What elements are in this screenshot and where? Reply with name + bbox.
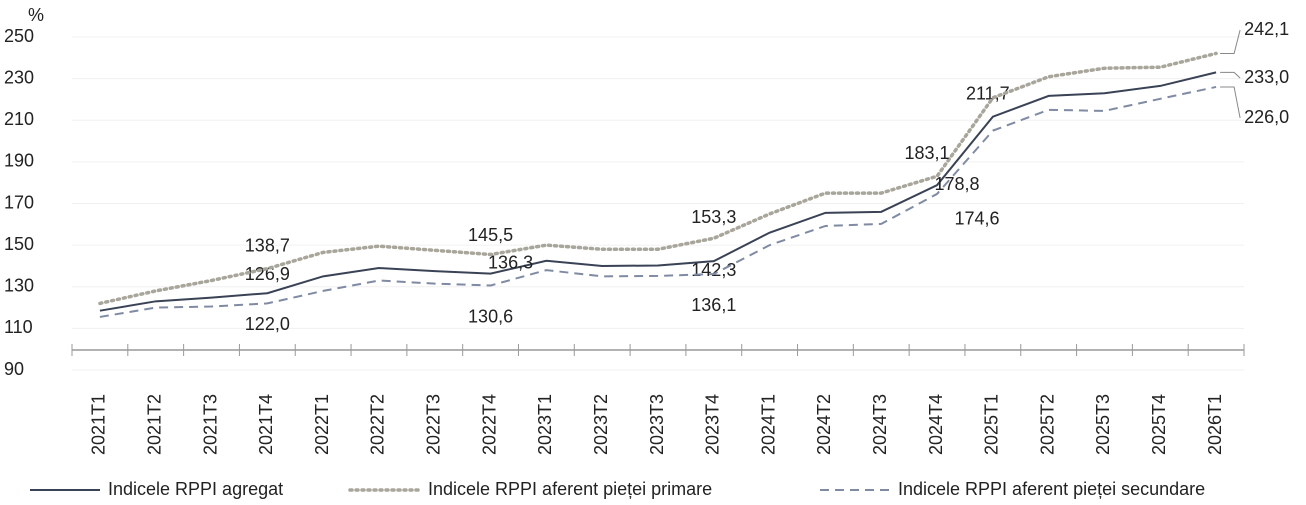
y-axis-label: % <box>28 5 44 25</box>
value-label: 136,3 <box>488 252 533 272</box>
leader-line <box>1220 86 1241 119</box>
series-line <box>98 51 1218 306</box>
x-tick-label: 2022T1 <box>312 394 332 455</box>
value-label: 242,1 <box>1244 19 1289 39</box>
x-tick-label: 2022T3 <box>424 394 444 455</box>
y-tick-label: 250 <box>4 26 34 46</box>
y-tick-label: 210 <box>4 109 34 129</box>
value-label: 211,7 <box>966 83 1010 103</box>
x-tick-label: 2021T2 <box>144 394 164 455</box>
legend-label: Indicele RPPI agregat <box>108 479 283 499</box>
series-line <box>99 85 1217 318</box>
leader-line <box>1220 71 1241 79</box>
series-line <box>99 71 1217 312</box>
value-label: 138,7 <box>245 235 290 255</box>
y-tick-label: 190 <box>4 151 34 171</box>
x-tick-label: 2023T3 <box>647 394 667 455</box>
x-tick-label: 2024T4 <box>926 394 946 455</box>
value-label: 153,3 <box>691 207 736 227</box>
value-label: 183,1 <box>905 143 950 163</box>
x-tick-label: 2025T3 <box>1093 394 1113 455</box>
x-tick-label: 2025T1 <box>982 394 1002 455</box>
x-tick-label: 2023T1 <box>535 394 555 455</box>
y-tick-label: 90 <box>4 359 24 379</box>
x-tick-label: 2025T2 <box>1037 394 1057 455</box>
value-label: 130,6 <box>468 306 513 326</box>
leader-line <box>1220 29 1241 54</box>
legend-label: Indicele RPPI aferent pieței secundare <box>898 479 1205 499</box>
x-tick-label: 2022T2 <box>368 394 388 455</box>
value-label: 122,0 <box>245 314 290 334</box>
value-label: 178,8 <box>935 174 980 194</box>
x-tick-label: 2022T4 <box>479 394 499 455</box>
value-label: 233,0 <box>1244 67 1289 87</box>
value-label: 126,9 <box>245 264 290 284</box>
x-tick-label: 2025T4 <box>1149 394 1169 455</box>
x-tick-label: 2024T3 <box>870 394 890 455</box>
x-tick-label: 2021T1 <box>89 394 109 455</box>
value-label: 145,5 <box>468 225 513 245</box>
x-tick-label: 2021T4 <box>256 394 276 455</box>
value-label: 174,6 <box>955 209 1000 229</box>
x-tick-label: 2026T1 <box>1205 394 1225 455</box>
value-label: 142,3 <box>691 260 736 280</box>
x-tick-label: 2024T2 <box>814 394 834 455</box>
x-tick-label: 2023T2 <box>591 394 611 455</box>
x-tick-label: 2024T1 <box>758 394 778 455</box>
y-tick-label: 110 <box>4 317 33 337</box>
y-tick-label: 230 <box>4 67 34 87</box>
x-tick-label: 2021T3 <box>200 394 220 455</box>
y-tick-label: 150 <box>4 234 34 254</box>
y-tick-label: 130 <box>4 276 34 296</box>
x-tick-label: 2023T4 <box>703 394 723 455</box>
value-label: 136,1 <box>691 295 736 315</box>
y-tick-label: 170 <box>4 192 34 212</box>
legend-label: Indicele RPPI aferent pieței primare <box>428 479 712 499</box>
value-label: 226,0 <box>1244 107 1289 127</box>
